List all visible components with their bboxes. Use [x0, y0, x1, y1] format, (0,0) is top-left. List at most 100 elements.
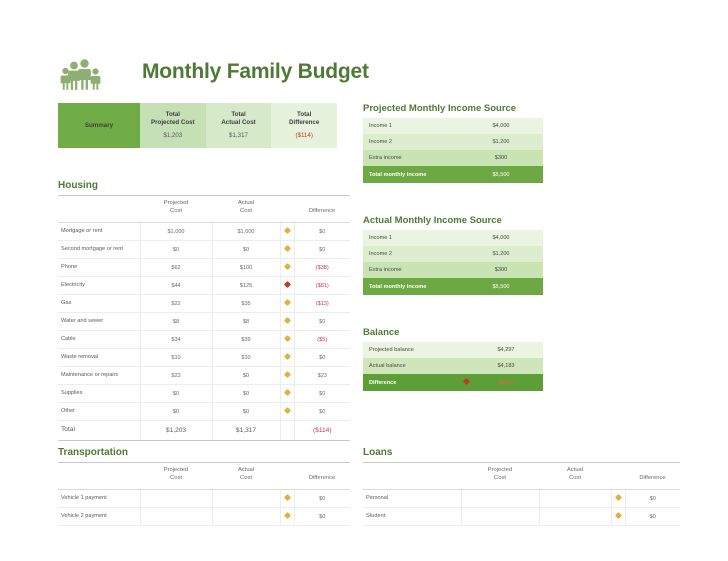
table-row[interactable]: Electricity $44 $125 ($81) — [58, 276, 350, 295]
table-row[interactable]: Vehicle 1 payment $0 — [58, 489, 350, 508]
balance-label: Actual balance — [363, 358, 447, 374]
income-amount[interactable]: $4,000 — [459, 118, 543, 134]
row-projected[interactable] — [140, 489, 213, 508]
row-projected[interactable] — [140, 507, 213, 526]
balance-row[interactable]: Actual balance $4,183 — [363, 358, 543, 374]
housing-total-row: Total $1,203 $1,317 ($114) — [58, 420, 350, 441]
row-projected[interactable]: $10 — [140, 348, 213, 367]
row-actual[interactable]: $0 — [212, 366, 281, 385]
income-amount[interactable]: $1,200 — [459, 134, 543, 150]
row-label: Waste removal — [58, 348, 141, 367]
income-row[interactable]: Total monthly income $5,500 — [363, 278, 543, 295]
income-amount[interactable]: $300 — [459, 150, 543, 166]
income-amount[interactable]: $4,000 — [459, 230, 543, 246]
row-actual[interactable]: $10 — [212, 348, 281, 367]
row-label: Mortgage or rent — [58, 222, 141, 241]
row-projected[interactable]: $0 — [140, 402, 213, 421]
row-projected[interactable] — [461, 489, 540, 508]
row-actual[interactable]: $35 — [212, 294, 281, 313]
row-label: Electricity — [58, 276, 141, 295]
table-row[interactable]: Supplies $0 $0 $0 — [58, 384, 350, 403]
row-projected[interactable]: $1,000 — [140, 222, 213, 241]
row-projected[interactable]: $0 — [140, 240, 213, 259]
row-projected[interactable]: $62 — [140, 258, 213, 277]
income-row[interactable]: Extra income $300 — [363, 150, 543, 166]
row-actual[interactable] — [212, 507, 281, 526]
table-row[interactable]: Other $0 $0 $0 — [58, 402, 350, 421]
row-label: Phone — [58, 258, 141, 277]
income-label: Income 2 — [363, 246, 459, 262]
income-amount[interactable]: $300 — [459, 262, 543, 278]
row-actual[interactable]: $39 — [212, 330, 281, 349]
row-projected[interactable]: $23 — [140, 366, 213, 385]
row-difference: ($81) — [294, 276, 350, 295]
income-row[interactable]: Income 1 $4,000 — [363, 118, 543, 134]
table-row[interactable]: Water and sewer $8 $8 $0 — [58, 312, 350, 331]
balance-amount: $4,297 — [469, 342, 543, 358]
row-projected[interactable]: $44 — [140, 276, 213, 295]
table-row[interactable]: Cable $34 $39 ($5) — [58, 330, 350, 349]
income-amount[interactable]: $5,500 — [459, 278, 543, 295]
row-actual[interactable]: $100 — [212, 258, 281, 277]
row-actual[interactable]: $0 — [212, 384, 281, 403]
transportation-col-icon — [280, 462, 294, 490]
housing-section: Housing Projected Cost Actual Cost — [58, 180, 350, 441]
row-icon-cell — [611, 489, 626, 508]
row-actual[interactable]: $0 — [212, 240, 281, 259]
table-row[interactable]: Second mortgage or rent $0 $0 $0 — [58, 240, 350, 259]
row-icon-cell — [280, 489, 295, 508]
row-projected[interactable]: $34 — [140, 330, 213, 349]
balance-row[interactable]: Projected balance $4,297 — [363, 342, 543, 358]
row-icon-cell — [611, 507, 626, 526]
income-row[interactable]: Total monthly income $5,500 — [363, 166, 543, 183]
row-icon-cell — [280, 330, 295, 349]
row-actual[interactable]: $0 — [212, 402, 281, 421]
transportation-col-label — [58, 462, 140, 490]
row-actual[interactable] — [212, 489, 281, 508]
row-projected[interactable]: $0 — [140, 384, 213, 403]
balance-row[interactable]: Difference ($114) — [363, 374, 543, 391]
table-row[interactable]: Gas $22 $35 ($13) — [58, 294, 350, 313]
income-row[interactable]: Income 2 $1,200 — [363, 134, 543, 150]
transportation-col-actual: Actual Cost — [212, 462, 280, 490]
row-label: Vehicle 1 payment — [58, 489, 141, 508]
summary-title: Summary — [84, 121, 114, 129]
table-row[interactable]: Vehicle 2 payment $0 — [58, 507, 350, 526]
loans-col-projected: Projected Cost — [461, 462, 539, 490]
row-actual[interactable]: $1,000 — [212, 222, 281, 241]
row-projected[interactable]: $22 — [140, 294, 213, 313]
summary-band: Summary Total Projected Cost $1,203 Tota… — [58, 103, 338, 148]
summary-difference-value: ($114) — [295, 132, 313, 139]
status-diamond-icon — [283, 406, 291, 415]
summary-actual-line2: Actual Cost — [221, 119, 256, 126]
income-row[interactable]: Income 1 $4,000 — [363, 230, 543, 246]
status-diamond-icon — [283, 511, 291, 520]
table-row[interactable]: Phone $62 $100 ($38) — [58, 258, 350, 277]
row-icon-cell — [280, 312, 295, 331]
row-projected[interactable]: $8 — [140, 312, 213, 331]
family-icon — [58, 52, 104, 92]
summary-projected-line1: Total — [165, 111, 180, 118]
housing-total-projected: $1,203 — [140, 420, 213, 441]
row-actual[interactable] — [539, 507, 612, 526]
table-row[interactable]: Waste removal $10 $10 $0 — [58, 348, 350, 367]
income-row[interactable]: Extra income $300 — [363, 262, 543, 278]
housing-col-difference: Difference — [294, 195, 350, 223]
row-actual[interactable]: $125 — [212, 276, 281, 295]
housing-table: Projected Cost Actual Cost Difference Mo… — [58, 195, 350, 441]
income-row[interactable]: Income 2 $1,200 — [363, 246, 543, 262]
income-amount[interactable]: $5,500 — [459, 166, 543, 183]
row-projected[interactable] — [461, 507, 540, 526]
income-amount[interactable]: $1,200 — [459, 246, 543, 262]
row-actual[interactable]: $8 — [212, 312, 281, 331]
table-row[interactable]: Personal $0 — [363, 489, 680, 508]
row-icon-cell — [280, 294, 295, 313]
table-row[interactable]: Maintenance or repairs $23 $0 $23 — [58, 366, 350, 385]
table-row[interactable]: Student $0 — [363, 507, 680, 526]
summary-cell-difference: Total Difference ($114) — [271, 103, 338, 148]
transportation-rows: Vehicle 1 payment $0 Vehicle 2 payment $0 — [58, 489, 350, 526]
row-actual[interactable] — [539, 489, 612, 508]
table-row[interactable]: Mortgage or rent $1,000 $1,000 $0 — [58, 222, 350, 241]
row-icon-cell — [280, 222, 295, 241]
